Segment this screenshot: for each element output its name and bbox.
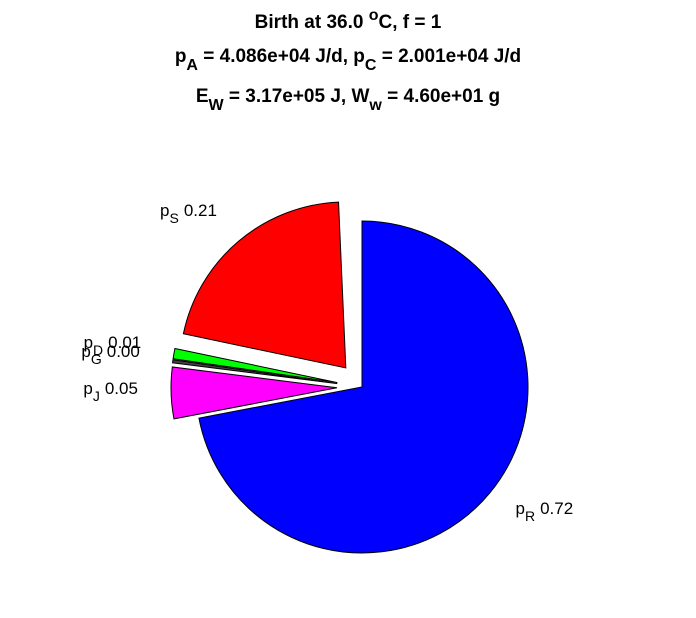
label-base: p xyxy=(83,379,92,398)
slice-label: pS 0.21 xyxy=(160,201,217,226)
label-sub: D xyxy=(93,342,103,358)
title-part: = 2.001e+04 J/d xyxy=(376,46,521,67)
title-part: A xyxy=(186,57,198,74)
title-part: C xyxy=(365,57,377,74)
slice-label: pG 0.00 xyxy=(81,342,139,367)
value-label: 0.72 xyxy=(540,499,573,518)
label-base: p xyxy=(515,499,524,518)
title-part: w xyxy=(368,97,382,114)
title-part: Birth at 36.0 xyxy=(255,12,369,33)
chart-title: EW = 3.17e+05 J, Ww = 4.60e+01 g xyxy=(196,86,500,114)
title-part: = 3.17e+05 J, W xyxy=(224,86,370,107)
label-base: p xyxy=(84,333,93,352)
pie-slice xyxy=(170,366,338,420)
value-label: 0.05 xyxy=(105,379,138,398)
chart-title: pA = 4.086e+04 J/d, pC = 2.001e+04 J/d xyxy=(175,46,521,74)
slice-label: pJ 0.05 xyxy=(83,379,138,404)
title-part: W xyxy=(209,97,225,114)
title-part: o xyxy=(369,7,379,24)
label-sub: G xyxy=(91,351,102,367)
chart-title: Birth at 36.0 oC, f = 1 xyxy=(255,7,442,33)
label-base: p xyxy=(81,342,90,361)
slice-label: pD 0.01 xyxy=(84,333,142,358)
title-part: C, f = 1 xyxy=(379,12,442,33)
label-sub: J xyxy=(93,388,100,404)
value-label: 0.01 xyxy=(108,333,141,352)
title-part: p xyxy=(175,46,187,67)
title-part: E xyxy=(196,86,209,107)
pie-slice xyxy=(172,347,338,384)
pie-slice xyxy=(182,201,347,369)
value-label: 0.00 xyxy=(107,342,140,361)
title-part: = 4.086e+04 J/d, p xyxy=(198,46,365,67)
pie-slice xyxy=(198,220,529,554)
pie-slice xyxy=(171,359,338,385)
label-base: p xyxy=(160,201,169,220)
slice-label: pR 0.72 xyxy=(515,499,573,524)
label-sub: S xyxy=(169,210,178,226)
value-label: 0.21 xyxy=(184,201,217,220)
label-sub: R xyxy=(525,508,535,524)
title-part: = 4.60e+01 g xyxy=(382,86,500,107)
